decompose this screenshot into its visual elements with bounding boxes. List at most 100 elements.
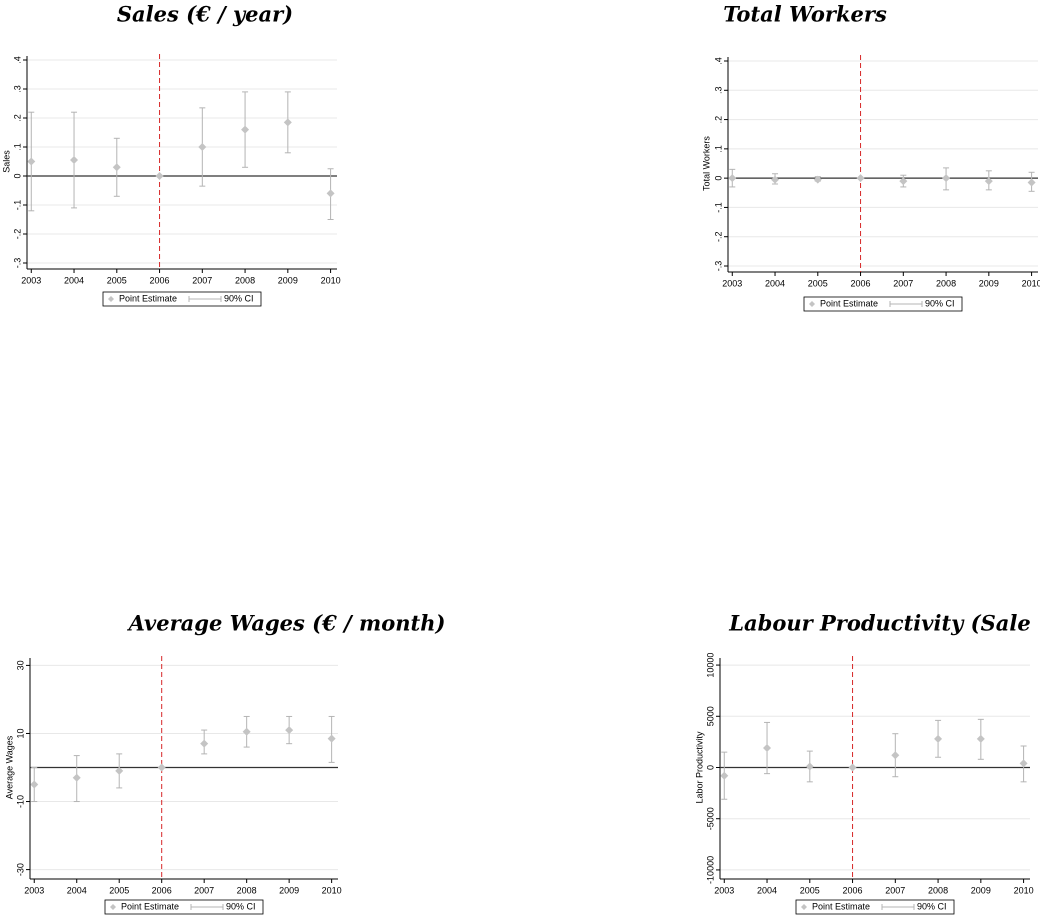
x-tick-label: 2006 (843, 885, 863, 895)
point-estimate (720, 771, 729, 780)
point-estimate (241, 125, 250, 134)
y-axis-label: Average Wages (4, 735, 14, 799)
y-tick-label: 10 (15, 728, 25, 738)
point-estimate (942, 174, 951, 183)
legend-label: 90% CI (917, 901, 947, 911)
y-tick-label: .2 (12, 114, 22, 122)
y-tick-label: -.3 (12, 258, 22, 269)
y-tick-label: -5000 (705, 807, 715, 830)
chart: Sales (€ / year) -.3 -.2 -.1 0 .1 .2 .3 .4 2003 20… (1, 2, 341, 307)
y-tick-label: .3 (12, 85, 22, 93)
y-tick-label: -30 (15, 863, 25, 876)
point-estimate (283, 118, 292, 127)
x-tick-label: 2006 (152, 885, 172, 895)
legend-label: Point Estimate (119, 293, 177, 303)
point-estimate (326, 189, 335, 198)
legend-box (803, 296, 963, 312)
legend-marker (108, 296, 114, 302)
legend-label: Point Estimate (820, 298, 878, 308)
legend-box (102, 291, 262, 307)
legend-box (795, 899, 955, 915)
x-tick-label: 2007 (192, 275, 212, 285)
point-estimate (976, 734, 985, 743)
point-estimate (72, 773, 81, 782)
chart: Total Workers -.3 -.2 -.1 0 .1 .2 .3 .4 2003 2004 2… (701, 2, 1040, 312)
chart-title: Sales (€ / year) (117, 2, 293, 27)
y-tick-label: .1 (713, 145, 723, 153)
x-tick-label: 2008 (936, 278, 956, 288)
y-tick-label: -.2 (12, 229, 22, 240)
point-estimate (813, 175, 822, 184)
y-tick-label: 0 (713, 176, 723, 181)
x-tick-label: 2006 (851, 278, 871, 288)
x-tick-label: 2007 (885, 885, 905, 895)
y-tick-label: -.3 (713, 261, 723, 272)
x-tick-label: 2010 (321, 275, 341, 285)
point-estimate (30, 780, 39, 789)
x-tick-label: 2005 (109, 885, 129, 895)
point-estimate (155, 172, 164, 180)
x-tick-label: 2004 (64, 275, 84, 285)
point-estimate (899, 177, 908, 186)
x-tick-label: 2007 (194, 885, 214, 895)
legend-label: Point Estimate (121, 901, 179, 911)
y-tick-label: .4 (12, 56, 22, 64)
y-tick-label: -.2 (713, 231, 723, 242)
x-tick-label: 2010 (1014, 885, 1034, 895)
point-estimate (157, 763, 166, 772)
x-tick-label: 2008 (235, 275, 255, 285)
point-estimate (200, 739, 209, 748)
y-tick-label: -.1 (713, 202, 723, 213)
y-tick-label: .4 (713, 57, 723, 65)
chart: Average Wages (€ / month) -30 -10 10 30 2003 2… (4, 611, 445, 915)
point-estimate (1027, 178, 1036, 187)
x-tick-label: 2009 (971, 885, 991, 895)
y-tick-label: 0 (705, 765, 715, 770)
legend-marker (110, 904, 116, 910)
x-tick-label: 2006 (150, 275, 170, 285)
point-estimate (112, 163, 121, 172)
legend-label: 90% CI (226, 901, 256, 911)
y-axis-label: Labor Productivity (694, 731, 704, 804)
point-estimate (115, 766, 124, 775)
y-tick-label: 30 (15, 660, 25, 670)
point-estimate (70, 156, 79, 165)
x-tick-label: 2008 (928, 885, 948, 895)
x-tick-label: 2009 (979, 278, 999, 288)
x-tick-label: 2007 (893, 278, 913, 288)
legend-marker (801, 904, 807, 910)
x-tick-label: 2010 (1022, 278, 1040, 288)
point-estimate (327, 734, 336, 743)
y-tick-label: 0 (12, 173, 22, 178)
x-tick-label: 2005 (808, 278, 828, 288)
chart-title: Average Wages (€ / month) (127, 611, 446, 636)
point-estimate (891, 751, 900, 760)
chart: Labour Productivity (Sale -10000 -5000 0 500… (694, 611, 1034, 915)
point-estimate (984, 177, 993, 186)
x-tick-label: 2003 (21, 275, 41, 285)
x-tick-label: 2003 (714, 885, 734, 895)
x-tick-label: 2003 (24, 885, 44, 895)
legend-label: 90% CI (925, 298, 955, 308)
y-tick-label: .1 (12, 143, 22, 151)
x-tick-label: 2005 (107, 275, 127, 285)
legend-label: 90% CI (224, 293, 254, 303)
x-tick-label: 2005 (800, 885, 820, 895)
point-estimate (198, 143, 207, 151)
legend-label: Point Estimate (812, 901, 870, 911)
y-tick-label: 10000 (705, 653, 715, 678)
y-tick-label: -.1 (12, 200, 22, 211)
y-axis-label: Sales (1, 150, 11, 173)
point-estimate (771, 175, 780, 184)
x-tick-label: 2004 (67, 885, 87, 895)
legend-marker (809, 301, 815, 307)
x-tick-label: 2004 (765, 278, 785, 288)
point-estimate (763, 744, 772, 753)
x-tick-label: 2003 (722, 278, 742, 288)
point-estimate (805, 762, 814, 771)
x-tick-label: 2008 (237, 885, 257, 895)
point-estimate (728, 174, 737, 183)
y-tick-label: .2 (713, 116, 723, 124)
legend-box (104, 899, 264, 915)
